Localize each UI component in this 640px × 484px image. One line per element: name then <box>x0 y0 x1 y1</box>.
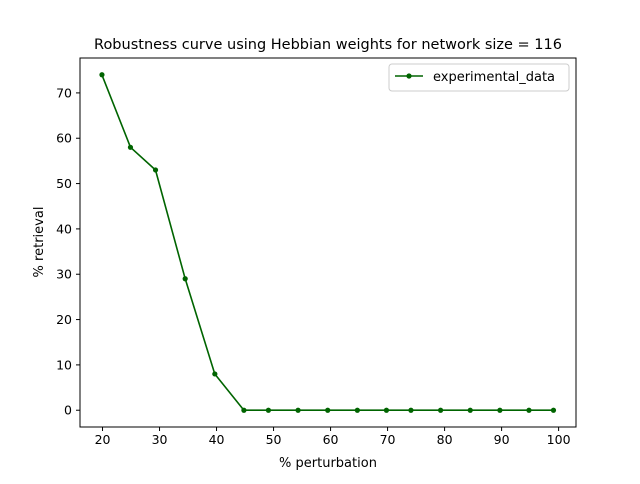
data-point <box>295 407 301 413</box>
data-point <box>550 407 557 413</box>
data-point <box>383 407 390 413</box>
y-tick-label: 60 <box>56 131 72 146</box>
x-tick-label: 30 <box>152 432 168 447</box>
x-tick-label: 80 <box>437 432 453 447</box>
data-point <box>265 407 272 413</box>
x-tick-label: 20 <box>95 432 111 447</box>
y-tick-label: 20 <box>56 312 72 327</box>
data-point <box>182 276 188 282</box>
x-tick-label: 70 <box>380 432 396 447</box>
legend-box <box>388 63 570 92</box>
y-tick-label: 10 <box>56 357 72 372</box>
y-tick-label: 0 <box>64 403 72 418</box>
x-tick-label: 60 <box>323 432 339 447</box>
x-tick-label: 90 <box>494 432 510 447</box>
data-point <box>152 167 159 173</box>
data-point <box>212 371 218 377</box>
data-point <box>437 407 444 413</box>
data-point <box>497 407 503 413</box>
data-point <box>408 407 414 413</box>
y-tick-label: 50 <box>56 176 72 191</box>
legend: experimental_data <box>388 63 570 92</box>
y-axis-ticks: 0 10 20 30 40 50 60 70 <box>56 85 80 418</box>
data-point <box>99 72 105 78</box>
data-point <box>241 407 247 413</box>
data-point <box>354 407 360 413</box>
x-tick-label: 40 <box>209 432 225 447</box>
data-point <box>467 407 473 413</box>
y-tick-label: 30 <box>56 267 72 282</box>
x-tick-label: 100 <box>547 432 571 447</box>
x-axis-ticks: 20 30 40 50 60 70 80 90 100 <box>95 427 571 447</box>
x-tick-label: 50 <box>266 432 282 447</box>
y-tick-label: 40 <box>56 221 72 236</box>
y-tick-label: 70 <box>56 85 72 100</box>
legend-label-experimental-data: experimental_data <box>433 70 555 85</box>
data-point <box>127 144 134 150</box>
series-layer <box>99 72 557 413</box>
y-axis-label: % retrieval <box>32 207 47 278</box>
data-point <box>526 407 532 413</box>
plot-frame <box>79 57 577 428</box>
chart-title: Robustness curve using Hebbian weights f… <box>94 37 562 53</box>
legend-marker-experimental-data <box>406 73 412 79</box>
x-axis-label: % perturbation <box>279 456 377 471</box>
data-point <box>325 407 331 413</box>
axes <box>79 57 577 428</box>
